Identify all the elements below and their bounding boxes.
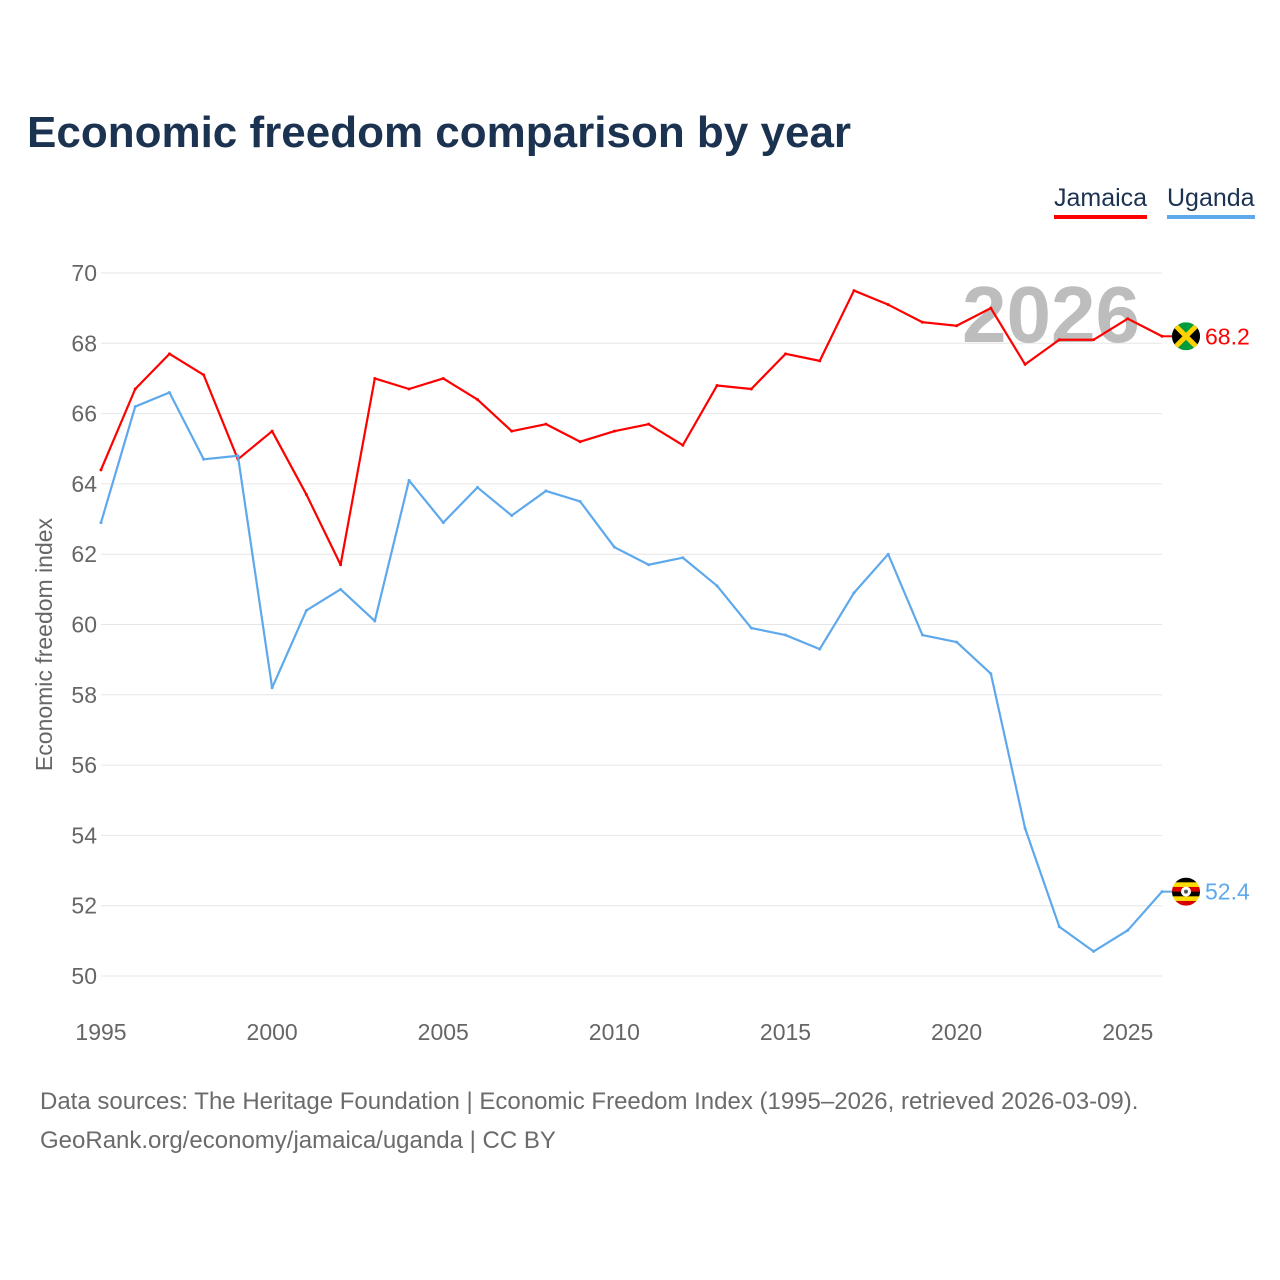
data-point-uganda bbox=[167, 391, 171, 395]
y-tick-label: 64 bbox=[71, 471, 97, 497]
year-watermark: 2026 bbox=[962, 270, 1140, 359]
data-point-jamaica bbox=[99, 468, 103, 472]
data-point-uganda bbox=[784, 633, 788, 637]
y-tick-label: 66 bbox=[71, 401, 97, 427]
footer-credit: GeoRank.org/economy/jamaica/uganda | CC … bbox=[40, 1127, 556, 1154]
data-point-jamaica bbox=[989, 306, 993, 310]
data-point-jamaica bbox=[578, 440, 582, 444]
data-point-uganda bbox=[989, 672, 993, 676]
data-point-jamaica bbox=[920, 320, 924, 324]
x-tick-label: 2010 bbox=[589, 1019, 640, 1045]
data-point-jamaica bbox=[270, 429, 274, 433]
data-point-jamaica bbox=[749, 387, 753, 391]
data-point-jamaica bbox=[373, 376, 377, 380]
data-point-jamaica bbox=[715, 383, 719, 387]
chart-title: Economic freedom comparison by year bbox=[27, 108, 852, 157]
data-point-jamaica bbox=[612, 429, 616, 433]
y-tick-label: 54 bbox=[71, 822, 97, 848]
legend-uganda[interactable]: Uganda bbox=[1167, 184, 1255, 219]
y-tick-label: 50 bbox=[71, 963, 97, 989]
end-value-label-uganda: 52.4 bbox=[1205, 879, 1250, 905]
data-point-uganda bbox=[373, 619, 377, 623]
data-point-uganda bbox=[578, 499, 582, 503]
data-point-jamaica bbox=[1092, 338, 1096, 342]
data-point-jamaica bbox=[681, 443, 685, 447]
data-point-uganda bbox=[441, 521, 445, 525]
data-point-jamaica bbox=[167, 352, 171, 356]
data-point-uganda bbox=[475, 485, 479, 489]
data-point-uganda bbox=[133, 405, 137, 409]
data-point-jamaica bbox=[818, 359, 822, 363]
y-tick-label: 56 bbox=[71, 752, 97, 778]
data-point-uganda bbox=[1126, 928, 1130, 932]
data-point-jamaica bbox=[1057, 338, 1061, 342]
data-point-uganda bbox=[1092, 949, 1096, 953]
data-point-uganda bbox=[407, 478, 411, 482]
data-point-uganda bbox=[955, 640, 959, 644]
data-point-uganda bbox=[852, 591, 856, 595]
data-point-uganda bbox=[544, 489, 548, 493]
data-point-uganda bbox=[339, 587, 343, 591]
x-tick-label: 2005 bbox=[418, 1019, 469, 1045]
data-point-uganda bbox=[510, 514, 514, 518]
y-tick-label: 70 bbox=[71, 260, 97, 286]
data-point-jamaica bbox=[647, 422, 651, 426]
data-point-uganda bbox=[886, 552, 890, 556]
x-tick-label: 2025 bbox=[1102, 1019, 1153, 1045]
data-point-jamaica bbox=[852, 289, 856, 293]
data-point-jamaica bbox=[304, 492, 308, 496]
data-point-uganda bbox=[920, 633, 924, 637]
data-point-uganda bbox=[1023, 826, 1027, 830]
uganda-flag-icon bbox=[1172, 877, 1200, 906]
data-point-jamaica bbox=[886, 303, 890, 307]
data-point-jamaica bbox=[475, 398, 479, 402]
data-point-jamaica bbox=[202, 373, 206, 377]
data-point-uganda bbox=[236, 454, 240, 458]
y-tick-label: 60 bbox=[71, 612, 97, 638]
data-point-uganda bbox=[99, 521, 103, 525]
data-point-jamaica bbox=[510, 429, 514, 433]
data-point-uganda bbox=[1057, 925, 1061, 929]
y-tick-label: 68 bbox=[71, 330, 97, 356]
data-point-jamaica bbox=[339, 563, 343, 567]
data-point-uganda bbox=[818, 647, 822, 651]
x-tick-label: 2000 bbox=[247, 1019, 298, 1045]
data-point-uganda bbox=[647, 563, 651, 567]
data-point-jamaica bbox=[544, 422, 548, 426]
x-tick-label: 2015 bbox=[760, 1019, 811, 1045]
y-tick-label: 52 bbox=[71, 893, 97, 919]
jamaica-flag-icon bbox=[1172, 322, 1200, 351]
data-point-jamaica bbox=[441, 376, 445, 380]
data-point-jamaica bbox=[133, 387, 137, 391]
y-axis-label: Economic freedom index bbox=[31, 517, 57, 771]
x-tick-label: 1995 bbox=[75, 1019, 126, 1045]
data-point-uganda bbox=[304, 608, 308, 612]
data-point-jamaica bbox=[955, 324, 959, 328]
series-line-jamaica bbox=[99, 289, 1163, 566]
legend-jamaica[interactable]: Jamaica bbox=[1054, 184, 1148, 219]
series-line-uganda bbox=[99, 391, 1163, 953]
data-point-uganda bbox=[749, 626, 753, 630]
end-value-label-jamaica: 68.2 bbox=[1205, 323, 1250, 349]
footer-sources: Data sources: The Heritage Foundation | … bbox=[40, 1088, 1139, 1115]
y-tick-label: 58 bbox=[71, 682, 97, 708]
data-point-uganda bbox=[202, 457, 206, 461]
data-point-uganda bbox=[612, 545, 616, 549]
data-point-jamaica bbox=[1023, 362, 1027, 366]
x-tick-label: 2020 bbox=[931, 1019, 982, 1045]
data-point-uganda bbox=[681, 556, 685, 560]
data-point-jamaica bbox=[1126, 317, 1130, 321]
data-point-uganda bbox=[715, 584, 719, 588]
data-point-jamaica bbox=[784, 352, 788, 356]
data-point-jamaica bbox=[407, 387, 411, 391]
data-point-uganda bbox=[270, 686, 274, 690]
y-tick-label: 62 bbox=[71, 541, 97, 567]
